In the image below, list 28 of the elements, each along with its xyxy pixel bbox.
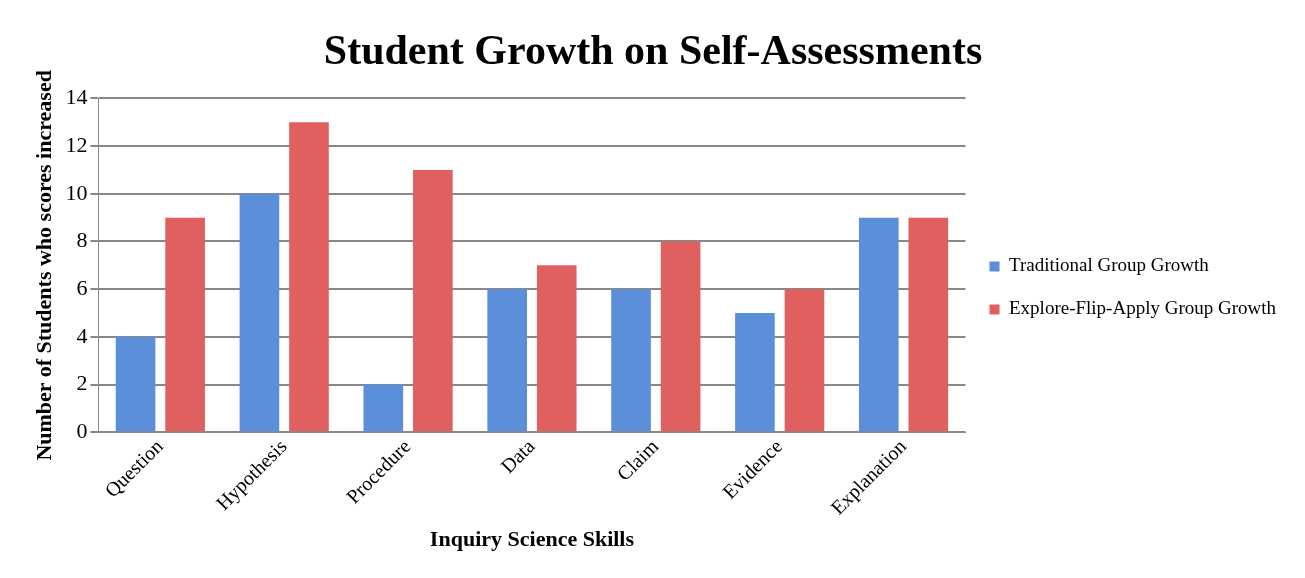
bar (908, 217, 949, 432)
y-tick-label: 12 (65, 131, 88, 157)
legend-label: Explore-Flip-Apply Group Growth (1009, 297, 1277, 319)
bar (784, 289, 825, 432)
legend-label: Traditional Group Growth (1009, 254, 1210, 276)
y-tick-label: 8 (76, 227, 88, 253)
bar (611, 289, 651, 432)
bar (165, 217, 205, 432)
y-tick-label: 10 (65, 179, 88, 205)
bar (115, 336, 156, 432)
bar (289, 122, 329, 432)
y-tick-label: 6 (76, 274, 88, 300)
y-tick-label: 4 (76, 322, 88, 348)
y-tick-label: 0 (76, 418, 88, 444)
y-tick-label: 2 (76, 370, 88, 396)
x-tick-label: Data (496, 434, 539, 478)
x-axis-title: Inquiry Science Skills (429, 526, 635, 552)
bar (413, 169, 453, 432)
bar (735, 313, 775, 432)
y-tick-label: 14 (65, 84, 88, 110)
bar (363, 384, 404, 432)
bar (858, 217, 899, 432)
bar (536, 265, 577, 432)
bar (487, 289, 527, 432)
chart-title: Student Growth on Self-Assessments (323, 27, 983, 74)
bar (660, 241, 701, 432)
bar (239, 193, 280, 432)
y-axis-title: Number of Students who scores increased (30, 70, 56, 461)
